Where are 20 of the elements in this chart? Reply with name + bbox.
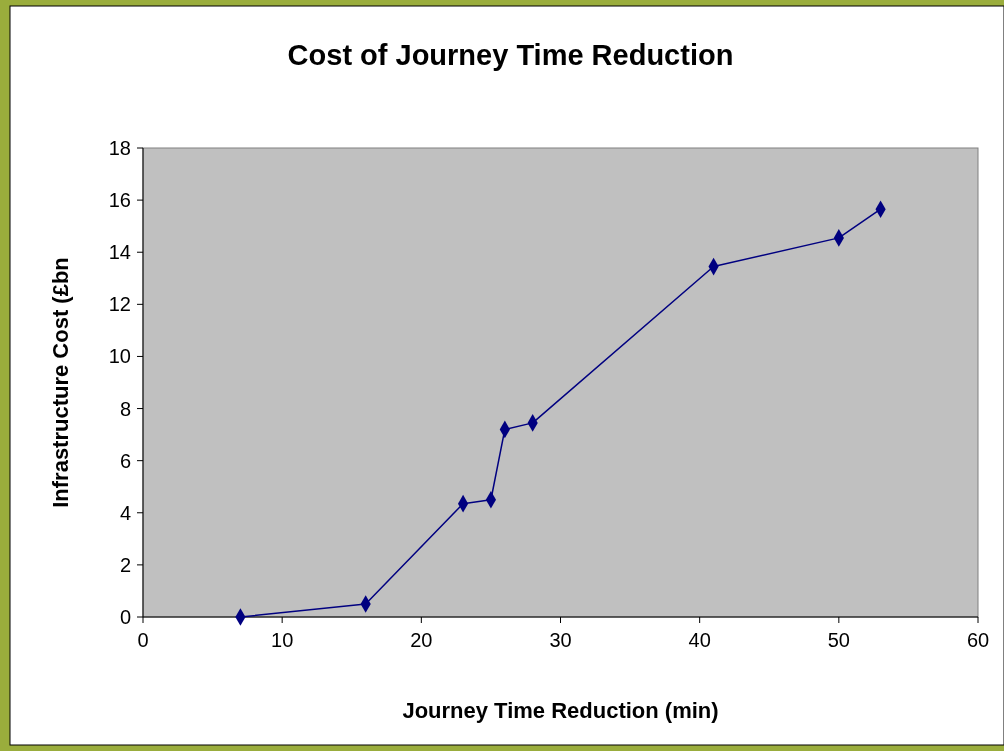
y-tick-label: 4 xyxy=(119,501,131,524)
y-tick-label: 10 xyxy=(108,345,131,368)
y-tick-label: 6 xyxy=(119,449,131,472)
y-tick-label: 14 xyxy=(108,241,131,264)
chart-title: Cost of Journey Time Reduction xyxy=(287,39,734,71)
x-tick-label: 30 xyxy=(549,629,572,651)
x-tick-label: 10 xyxy=(271,629,294,651)
x-tick-label: 20 xyxy=(410,629,433,651)
y-tick-label: 2 xyxy=(119,553,131,576)
y-tick-label: 0 xyxy=(119,606,131,628)
x-axis-title: Journey Time Reduction (min) xyxy=(402,698,719,723)
y-axis-title: Infrastructure Cost (£bn xyxy=(48,257,73,508)
x-tick-label: 40 xyxy=(688,629,711,651)
x-tick-label: 50 xyxy=(827,629,850,651)
y-tick-label: 16 xyxy=(108,189,131,212)
x-tick-label: 60 xyxy=(966,629,990,651)
x-tick-label: 0 xyxy=(137,629,149,651)
y-tick-label: 18 xyxy=(108,137,131,159)
y-tick-label: 8 xyxy=(119,397,131,420)
y-tick-label: 12 xyxy=(108,293,131,316)
